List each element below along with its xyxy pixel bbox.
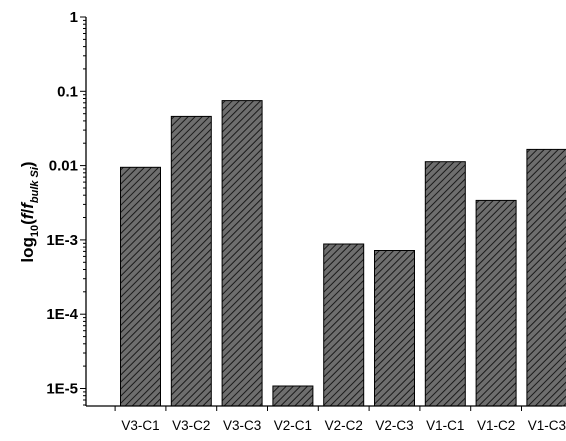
y-axis-label: log10(f/fbulk Si) <box>18 161 41 262</box>
x-category-label: V1-C1 <box>426 418 464 433</box>
bar-v1-c2 <box>475 199 517 407</box>
x-category-label: V3-C1 <box>121 418 159 433</box>
x-category-label: V2-C2 <box>325 418 363 433</box>
bar-v3-c3 <box>221 100 263 407</box>
y-tick-label: 1E-3 <box>46 232 78 249</box>
ylabel-base-sub: 10 <box>29 225 41 237</box>
y-tick-label: 1E-4 <box>46 306 78 323</box>
y-ticks-group: 1 0.1 0.01 1E-3 1E-4 1E-5 <box>46 9 86 406</box>
x-ticks-group: V3-C1 V3-C2 V3-C3 V2-C1 V2-C2 V2-C3 V1-C1 V1-C2… <box>114 406 566 433</box>
ylabel-slash: / <box>18 209 37 214</box>
x-category-label: V1-C2 <box>477 418 515 433</box>
ylabel-paren-close: ) <box>18 161 37 167</box>
x-category-label: V1-C3 <box>528 418 566 433</box>
y-tick-label: 0.1 <box>57 83 78 100</box>
bar-v2-c1 <box>272 385 314 407</box>
y-tick-label: 1E-5 <box>46 381 78 398</box>
y-tick-label: 0.01 <box>49 158 78 175</box>
x-category-label: V3-C2 <box>172 418 210 433</box>
bar-v2-c2 <box>323 243 365 407</box>
bar-v1-c1 <box>424 161 466 407</box>
bars-group <box>120 100 566 407</box>
y-tick-label: 1 <box>70 9 78 26</box>
bar-v3-c2 <box>170 115 212 407</box>
x-category-label: V2-C3 <box>375 418 413 433</box>
bar-v1-c3 <box>526 148 566 407</box>
ylabel-base: log <box>18 237 37 263</box>
x-category-label: V2-C1 <box>274 418 312 433</box>
bar-v3-c1 <box>120 166 161 407</box>
x-category-label: V3-C3 <box>223 418 261 433</box>
ylabel-denom: f <box>18 201 37 209</box>
ylabel-paren-open: ( <box>18 219 37 225</box>
bar-v2-c3 <box>374 250 415 407</box>
ylabel-numerator: f <box>18 211 37 219</box>
ylabel-denom-sub: bulk Si <box>29 166 41 203</box>
